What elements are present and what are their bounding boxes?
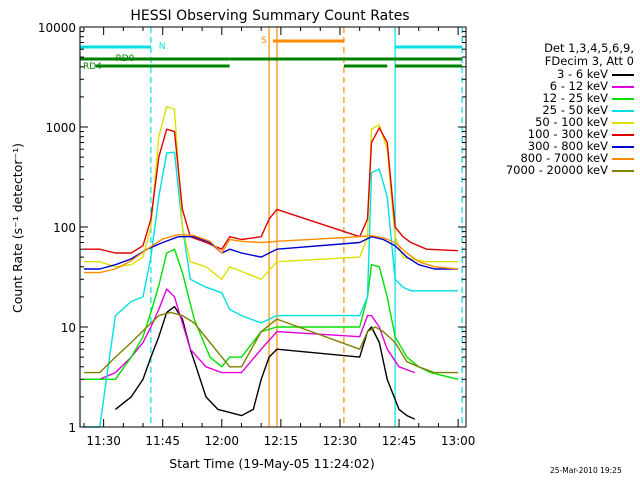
legend-label: 800 - 7000 keV bbox=[520, 151, 608, 165]
series-line-2 bbox=[83, 288, 416, 380]
x-tick-label-12:30: 12:30 bbox=[323, 434, 358, 448]
legend-label: 6 - 12 keV bbox=[549, 79, 608, 93]
legend-label: 300 - 800 keV bbox=[527, 139, 608, 153]
y-axis-label: Count Rate (s⁻¹ detector⁻¹) bbox=[10, 143, 25, 313]
axes: 1 10 100 1000 10000 11:30 11:45 12:00 12:15 12:30… bbox=[38, 21, 476, 448]
y-tick-label-10000: 10000 bbox=[38, 21, 76, 35]
legend-swatch bbox=[612, 134, 634, 136]
legend-item-6: 100 - 300 keV bbox=[478, 128, 634, 140]
legend-item-9: 7000 - 20000 keV bbox=[478, 164, 634, 176]
series-line-6 bbox=[83, 127, 459, 254]
legend-item-4: 25 - 50 keV bbox=[478, 104, 634, 116]
legend-swatch bbox=[612, 158, 634, 160]
plot-area: N S RD0 RD4 bbox=[79, 27, 463, 428]
series-line-4 bbox=[83, 151, 459, 428]
legend-swatch bbox=[612, 122, 634, 124]
series-line-5 bbox=[83, 105, 459, 280]
legend-header-2: FDecim 3, Att 0 bbox=[544, 54, 634, 68]
legend-swatch bbox=[612, 86, 634, 88]
x-tick-label-12:45: 12:45 bbox=[382, 434, 417, 448]
legend-item-7: 300 - 800 keV bbox=[478, 140, 634, 152]
footer-timestamp: 25-Mar-2010 19:25 bbox=[550, 466, 622, 475]
legend-item-3: 12 - 25 keV bbox=[478, 92, 634, 104]
legend-label: 7000 - 20000 keV bbox=[505, 163, 608, 177]
legend-swatch bbox=[612, 110, 634, 112]
x-tick-label-11:45: 11:45 bbox=[145, 434, 180, 448]
series-line-8 bbox=[83, 233, 459, 274]
series-line-1 bbox=[114, 305, 416, 420]
legend-swatch bbox=[612, 74, 634, 76]
legend-item-5: 50 - 100 keV bbox=[478, 116, 634, 128]
legend-item-1: 3 - 6 keV bbox=[478, 68, 634, 80]
series-line-7 bbox=[83, 235, 459, 270]
x-tick-label-12:15: 12:15 bbox=[264, 434, 299, 448]
status-label-s: S bbox=[261, 36, 267, 46]
x-tick-label-12:00: 12:00 bbox=[204, 434, 239, 448]
legend-label: 25 - 50 keV bbox=[542, 103, 608, 117]
status-label-n: N bbox=[159, 42, 166, 52]
y-tick-label-1: 1 bbox=[68, 421, 76, 435]
legend-swatch bbox=[612, 170, 634, 172]
x-axis-label: Start Time (19-May-05 11:24:02) bbox=[169, 456, 374, 471]
y-tick-label-10: 10 bbox=[61, 321, 76, 335]
legend-item-8: 800 - 7000 keV bbox=[478, 152, 634, 164]
x-tick-label-13:00: 13:00 bbox=[441, 434, 476, 448]
status-label-rd0: RD0 bbox=[115, 54, 134, 64]
status-label-rd4: RD4 bbox=[83, 62, 102, 72]
y-tick-label-100: 100 bbox=[53, 221, 76, 235]
legend: Det 1,3,4,5,6,9, FDecim 3, Att 0 3 - 6 k… bbox=[478, 42, 634, 176]
legend-label: 12 - 25 keV bbox=[542, 91, 608, 105]
legend-swatch bbox=[612, 146, 634, 148]
legend-swatch bbox=[612, 98, 634, 100]
x-tick-label-11:30: 11:30 bbox=[86, 434, 121, 448]
legend-item-2: 6 - 12 keV bbox=[478, 80, 634, 92]
legend-label: 100 - 300 keV bbox=[527, 127, 608, 141]
legend-label: 3 - 6 keV bbox=[557, 67, 608, 81]
y-tick-label-1000: 1000 bbox=[45, 121, 76, 135]
legend-label: 50 - 100 keV bbox=[535, 115, 608, 129]
series-line-9 bbox=[83, 311, 459, 374]
plot-frame bbox=[79, 26, 467, 428]
chart-title: HESSI Observing Summary Count Rates bbox=[130, 8, 409, 24]
legend-header-1: Det 1,3,4,5,6,9, bbox=[544, 41, 634, 55]
